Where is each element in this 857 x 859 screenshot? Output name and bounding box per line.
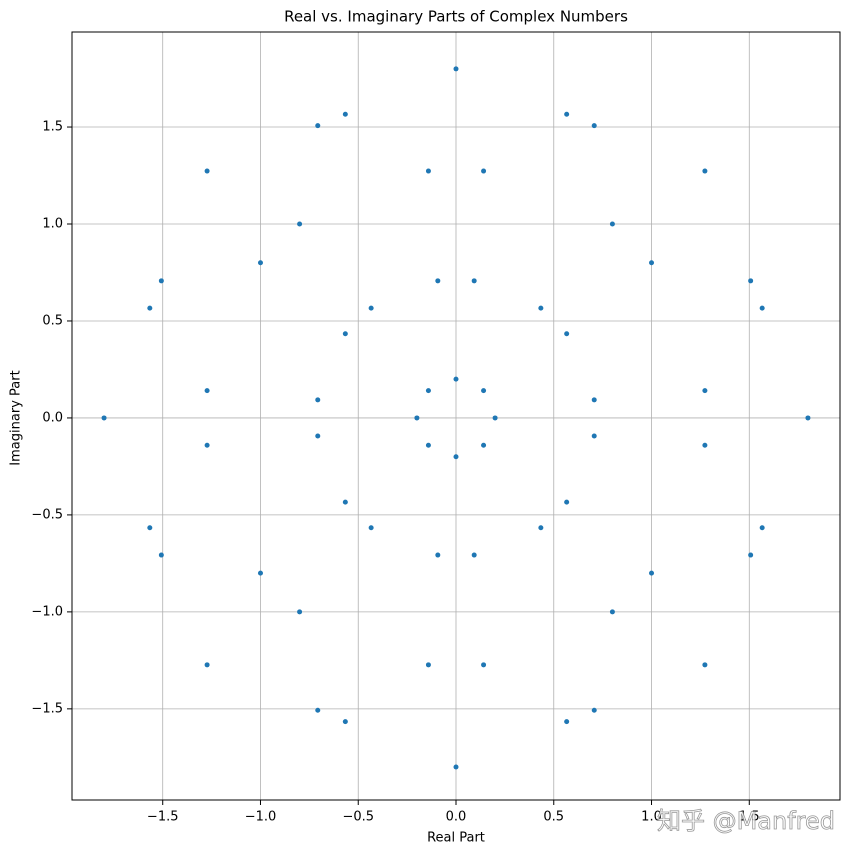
y-tick-label: 0.0 bbox=[42, 410, 63, 425]
point bbox=[564, 719, 570, 725]
x-tick-label: −1.5 bbox=[147, 810, 179, 825]
point bbox=[481, 168, 487, 174]
x-axis-label: Real Part bbox=[427, 831, 485, 846]
point bbox=[342, 499, 348, 505]
point bbox=[414, 415, 420, 421]
point bbox=[342, 331, 348, 337]
point bbox=[748, 552, 754, 558]
point bbox=[158, 552, 164, 558]
point bbox=[315, 707, 321, 713]
point bbox=[425, 442, 431, 448]
point bbox=[481, 662, 487, 668]
point bbox=[342, 719, 348, 725]
y-tick-label: 1.0 bbox=[42, 217, 63, 232]
point bbox=[591, 707, 597, 713]
point bbox=[649, 260, 655, 266]
point bbox=[147, 305, 153, 311]
point bbox=[702, 388, 708, 394]
point bbox=[591, 123, 597, 129]
point bbox=[492, 415, 498, 421]
watermark: 知乎 @Manfred bbox=[657, 807, 835, 835]
point bbox=[471, 552, 477, 558]
y-axis-label: Imaginary Part bbox=[9, 370, 24, 465]
point bbox=[538, 305, 544, 311]
plot-frame bbox=[71, 31, 841, 801]
point bbox=[453, 764, 459, 770]
y-tick-label: −1.5 bbox=[31, 701, 63, 716]
y-tick-label: −1.0 bbox=[31, 604, 63, 619]
point bbox=[204, 662, 210, 668]
point bbox=[453, 376, 459, 382]
point bbox=[702, 168, 708, 174]
point bbox=[564, 111, 570, 117]
x-tick-label: 0.5 bbox=[543, 810, 564, 825]
y-tick-label: −0.5 bbox=[31, 507, 63, 522]
point bbox=[435, 552, 441, 558]
point bbox=[591, 433, 597, 439]
x-tick-label: 1.0 bbox=[641, 810, 662, 825]
point bbox=[471, 278, 477, 284]
point bbox=[748, 278, 754, 284]
point bbox=[204, 442, 210, 448]
point bbox=[315, 397, 321, 403]
point bbox=[435, 278, 441, 284]
point bbox=[609, 221, 615, 227]
point bbox=[759, 525, 765, 531]
point bbox=[204, 168, 210, 174]
point bbox=[538, 525, 544, 531]
point bbox=[158, 278, 164, 284]
point bbox=[453, 454, 459, 460]
point bbox=[702, 442, 708, 448]
point bbox=[702, 662, 708, 668]
point bbox=[564, 499, 570, 505]
point bbox=[101, 415, 107, 421]
x-tick-label: 1.5 bbox=[739, 810, 760, 825]
point bbox=[453, 66, 459, 72]
point bbox=[425, 168, 431, 174]
x-tick-label: −0.5 bbox=[342, 810, 374, 825]
point bbox=[147, 525, 153, 531]
point bbox=[805, 415, 811, 421]
point bbox=[342, 111, 348, 117]
point bbox=[257, 570, 263, 576]
chart-title: Real vs. Imaginary Parts of Complex Numb… bbox=[284, 8, 628, 26]
point bbox=[591, 397, 597, 403]
point bbox=[609, 609, 615, 615]
point bbox=[315, 123, 321, 129]
point bbox=[257, 260, 263, 266]
point bbox=[425, 662, 431, 668]
point bbox=[297, 609, 303, 615]
point bbox=[481, 388, 487, 394]
y-tick-label: 0.5 bbox=[42, 313, 63, 328]
point bbox=[368, 525, 374, 531]
point bbox=[297, 221, 303, 227]
point bbox=[315, 433, 321, 439]
point bbox=[481, 442, 487, 448]
point bbox=[368, 305, 374, 311]
point bbox=[564, 331, 570, 337]
x-tick-label: 0.0 bbox=[446, 810, 467, 825]
y-tick-label: 1.5 bbox=[42, 120, 63, 135]
point bbox=[425, 388, 431, 394]
x-tick-label: −1.0 bbox=[245, 810, 277, 825]
point bbox=[649, 570, 655, 576]
point bbox=[759, 305, 765, 311]
point bbox=[204, 388, 210, 394]
